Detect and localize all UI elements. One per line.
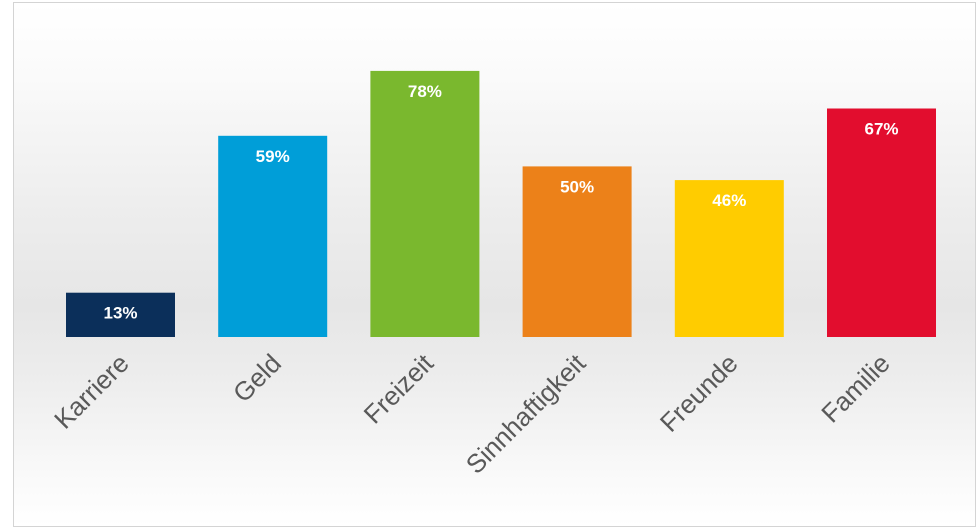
bar-freunde [674,180,784,337]
value-label-karriere: 13% [103,304,137,323]
category-label-familie: Familie [815,348,895,428]
category-label-sinnhaftigkeit: Sinnhaftigkeit [460,347,592,479]
category-label-freizeit: Freizeit [358,347,440,429]
bar-geld [218,135,328,337]
bar-freizeit [370,70,480,338]
value-label-geld: 59% [256,147,290,166]
chart-frame [13,2,976,527]
category-label-freunde: Freunde [654,348,744,438]
category-label-geld: Geld [227,348,287,408]
value-label-freunde: 46% [712,191,746,210]
category-label-karriere: Karriere [48,348,135,435]
value-label-sinnhaftigkeit: 50% [560,177,594,196]
value-labels-layer: 13% 59% 78% 50% 46% 67% [103,82,898,323]
bars-layer [66,70,936,338]
value-label-freizeit: 78% [408,82,442,101]
bar-familie [827,108,936,337]
bar-karriere [66,292,175,337]
value-label-familie: 67% [864,120,898,139]
category-labels-layer: Karriere Geld Freizeit Sinnhaftigkeit Freund… [48,347,896,479]
bar-sinnhaftigkeit [522,166,632,337]
